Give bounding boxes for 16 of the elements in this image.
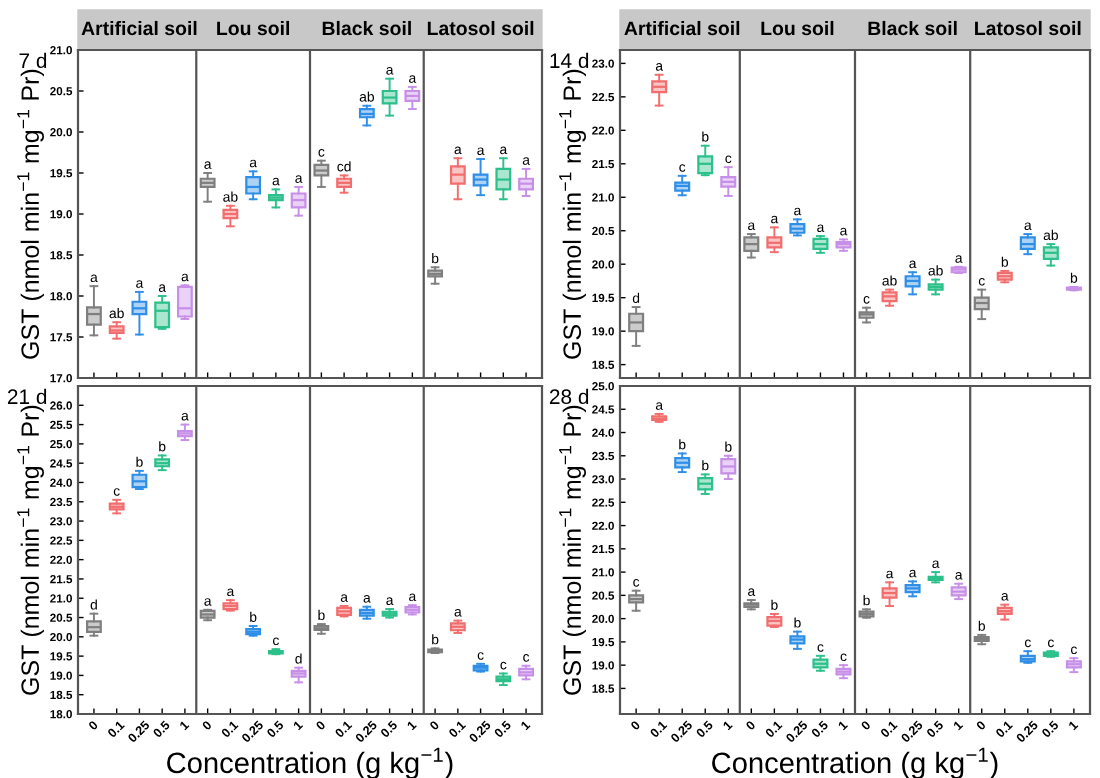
chart-subtitle: 7 d <box>19 52 47 69</box>
text: Black soil <box>322 20 411 36</box>
chart-subtitle: 21 d <box>7 388 47 405</box>
y-axis-title: GST (nmol min$^{−1}$ mg$^{−1}$ Pr) <box>559 405 586 695</box>
text: Lou soil <box>761 20 834 36</box>
text: Latosol soil <box>427 20 534 36</box>
y-axis-title: GST (nmol min$^{−1}$ mg$^{−1}$ Pr) <box>559 69 586 359</box>
text: Latosol soil <box>975 20 1081 36</box>
text: Artificial soil <box>624 20 740 36</box>
text: Black soil <box>868 20 957 36</box>
text: Artificial soil <box>81 20 197 36</box>
chart-subtitle: 28 d <box>549 388 589 405</box>
chart-subtitle: 14 d <box>550 52 589 69</box>
y-axis-title: GST (nmol min$^{−1}$ mg$^{−1}$ Pr) <box>17 69 44 359</box>
text: Lou soil <box>217 20 290 36</box>
y-axis-title: GST (nmol min$^{−1}$ mg$^{−1}$ Pr) <box>17 405 44 695</box>
